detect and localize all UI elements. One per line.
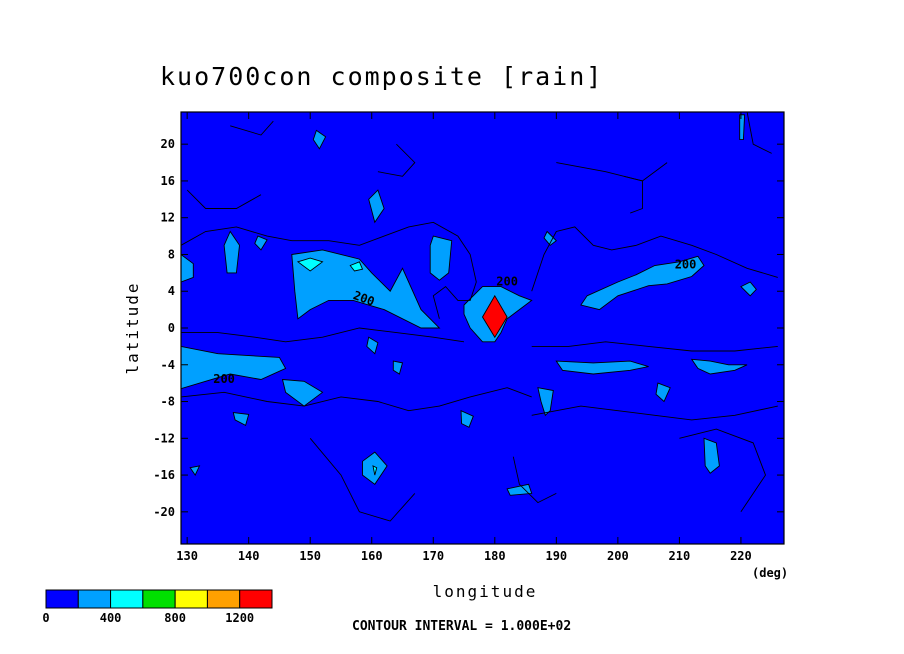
contour-region: [655, 382, 671, 403]
x-tick-label: 170: [422, 549, 444, 563]
colorbar-tick-label: 1200: [225, 611, 254, 625]
colorbar-swatch: [110, 589, 144, 609]
contour-line: [309, 438, 416, 522]
contour-region: [254, 235, 268, 251]
contour-line: [186, 189, 262, 209]
contour-region: [291, 249, 441, 329]
plot-area: [180, 111, 785, 545]
colorbar-swatch: [239, 589, 273, 609]
colorbar-swatch: [174, 589, 208, 609]
contour-region: [481, 294, 508, 339]
contour-line: [180, 221, 477, 319]
contour-line: [623, 175, 643, 214]
contour-line: [679, 428, 767, 513]
contour-value-label: 200: [351, 288, 376, 309]
x-tick-label: 140: [238, 549, 260, 563]
contour-value-label: 200: [213, 372, 235, 386]
y-tick-label: -16: [153, 468, 175, 482]
contour-region: [281, 378, 324, 407]
contour-features: [180, 111, 778, 522]
contour-region: [296, 257, 324, 272]
contour-line: [746, 111, 772, 154]
contour-interval-label: CONTOUR INTERVAL = 1.000E+02: [352, 619, 571, 634]
contour-line: [181, 327, 465, 343]
contour-region: [555, 360, 649, 375]
x-axis-label: longitude: [433, 582, 538, 601]
x-tick-label: 220: [730, 549, 752, 563]
y-tick-label: -12: [153, 431, 175, 445]
colorbar-swatch: [142, 589, 176, 609]
chart-title: kuo700con composite [rain]: [160, 62, 603, 91]
contour-region: [232, 412, 250, 427]
contour-region: [429, 235, 453, 281]
y-tick-label: 0: [168, 321, 175, 335]
contour-region: [739, 114, 746, 141]
colorbar-tick-label: 400: [100, 611, 122, 625]
y-axis-label: latitude: [123, 281, 142, 374]
x-axis-unit: (deg): [752, 566, 788, 580]
colorbar-swatch: [77, 589, 112, 609]
colorbar-swatch: [206, 589, 241, 609]
y-tick-label: 12: [161, 211, 175, 225]
contour-labels: 200 200 200 200: [213, 257, 696, 386]
contour-region: [392, 360, 404, 375]
x-tick-label: 150: [299, 549, 321, 563]
contour-region: [740, 281, 757, 297]
contour-region: [368, 189, 385, 224]
colorbar-tick-label: 800: [164, 611, 186, 625]
contour-region: [312, 129, 327, 150]
contour-line: [230, 120, 274, 136]
contour-region: [180, 345, 287, 390]
colorbar-tick-label: 0: [42, 611, 49, 625]
colorbar-swatch: [45, 589, 79, 609]
contour-region: [690, 358, 748, 375]
y-tick-label: 8: [168, 247, 175, 261]
x-tick-label: 180: [484, 549, 506, 563]
contour-line: [531, 405, 778, 421]
x-tick-label: 160: [361, 549, 383, 563]
y-axis: 20 16 12 8 4 0 -4 -8 -12 -16 -20: [153, 137, 784, 519]
y-tick-label: 16: [161, 174, 175, 188]
x-tick-label: 210: [669, 549, 691, 563]
contour-value-label: 200: [675, 257, 697, 271]
contour-region: [703, 437, 720, 474]
contour-line: [531, 226, 778, 292]
contour-value-label: 200: [496, 275, 518, 289]
x-tick-label: 200: [607, 549, 629, 563]
y-tick-label: 20: [161, 137, 175, 151]
contour-region: [580, 255, 705, 311]
y-tick-label: 4: [168, 284, 175, 298]
contour-region: [349, 261, 364, 272]
contour-region: [189, 465, 201, 477]
y-tick-label: -20: [153, 505, 175, 519]
colorbar: 0 400 800 1200: [42, 589, 273, 625]
contour-line: [512, 456, 557, 504]
contour-region: [366, 336, 379, 355]
contour-region: [372, 465, 378, 476]
x-axis: 130 140 150 160 170 180 190 200 210 220: [176, 112, 752, 563]
y-tick-label: -4: [161, 358, 175, 372]
contour-region: [223, 230, 240, 274]
contour-line: [531, 341, 778, 352]
contour-line: [377, 143, 416, 177]
contour-line: [180, 387, 532, 412]
x-tick-label: 190: [545, 549, 567, 563]
y-tick-label: -8: [161, 395, 175, 409]
contour-region: [460, 409, 474, 428]
x-tick-label: 130: [176, 549, 198, 563]
contour-region: [537, 387, 554, 417]
